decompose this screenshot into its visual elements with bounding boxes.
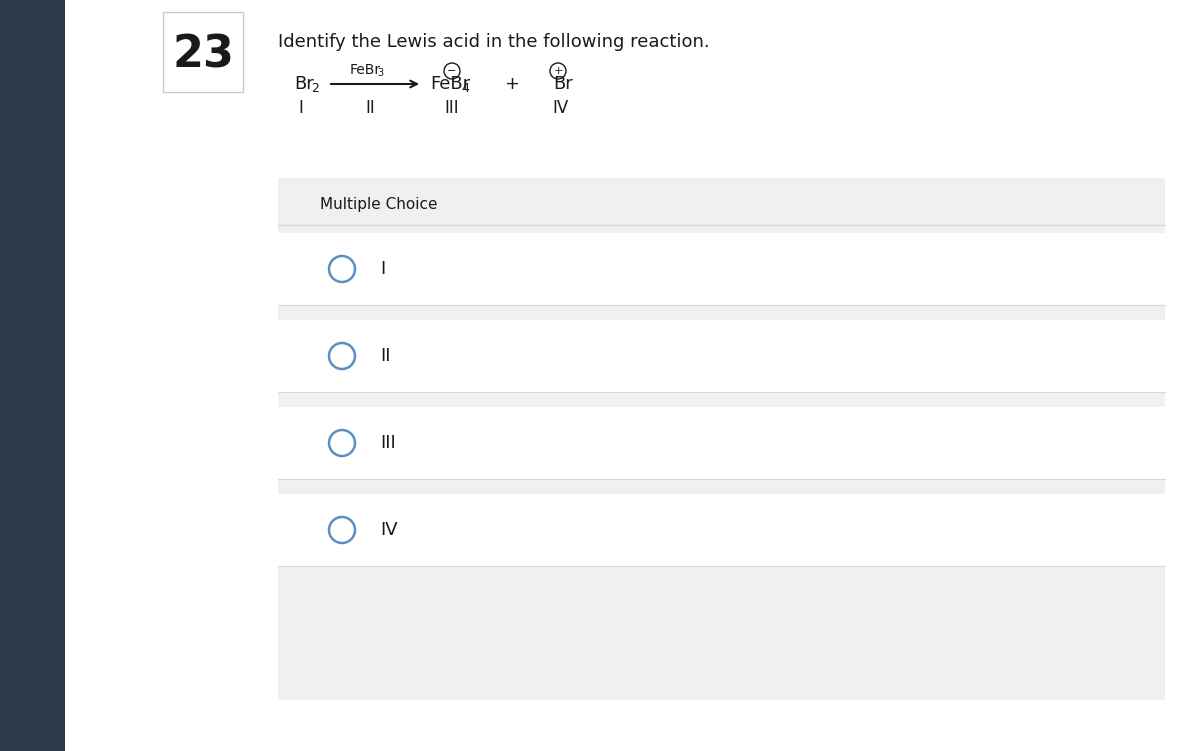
Text: +: +	[504, 75, 520, 93]
Text: II: II	[365, 99, 374, 117]
Text: Br: Br	[553, 75, 572, 93]
Text: IV: IV	[380, 521, 397, 539]
Text: 4: 4	[461, 82, 469, 95]
Text: FeBr: FeBr	[430, 75, 470, 93]
Text: III: III	[445, 99, 460, 117]
Text: I: I	[299, 99, 304, 117]
Bar	[278, 407, 1165, 479]
Bar	[278, 494, 1165, 566]
Text: 23: 23	[172, 34, 234, 77]
Text: FeBr: FeBr	[350, 63, 382, 77]
Text: Identify the Lewis acid in the following reaction.: Identify the Lewis acid in the following…	[278, 33, 709, 51]
Text: I: I	[380, 260, 385, 278]
Bar	[278, 320, 1165, 392]
Text: II: II	[380, 347, 390, 365]
Text: Multiple Choice: Multiple Choice	[320, 197, 438, 212]
Bar	[163, 12, 242, 92]
Text: 3: 3	[377, 68, 383, 78]
Text: IV: IV	[552, 99, 568, 117]
Text: −: −	[448, 66, 457, 76]
Bar	[278, 233, 1165, 305]
FancyArrowPatch shape	[331, 80, 416, 87]
Bar	[278, 178, 1165, 700]
Text: Br: Br	[294, 75, 313, 93]
Text: 2: 2	[311, 82, 319, 95]
Text: III: III	[380, 434, 396, 452]
Text: +: +	[553, 66, 563, 76]
